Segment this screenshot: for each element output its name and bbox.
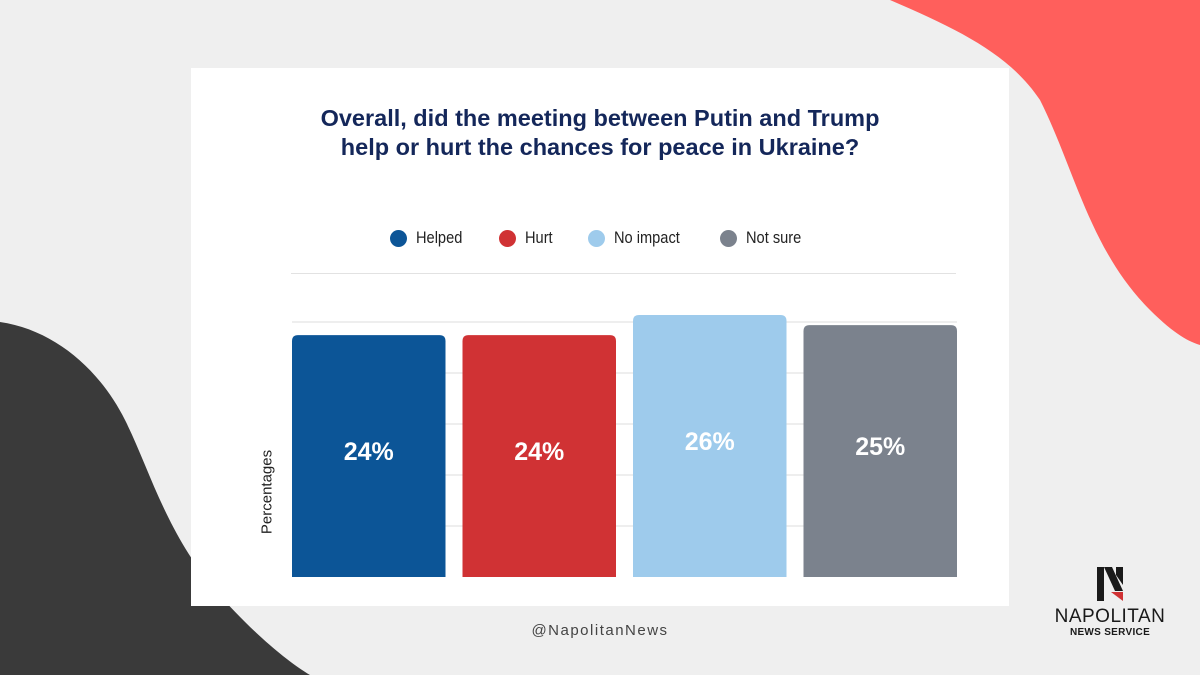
legend-label: Hurt	[525, 228, 554, 247]
data-label: 24%	[344, 438, 394, 466]
legend-swatch	[499, 229, 517, 247]
data-label: 26%	[685, 428, 735, 456]
brand-subtitle: NEWS SERVICE	[1069, 627, 1151, 638]
bar-helped	[292, 335, 446, 577]
legend-item-hurt: Hurt	[499, 228, 557, 248]
social-handle: @NapolitanNews	[531, 622, 669, 639]
chart-title-line-2: help or hurt the chances for peace in Uk…	[340, 134, 860, 160]
legend-swatch	[587, 229, 605, 247]
bar-hurt	[462, 335, 616, 577]
coral-blob	[890, 0, 1200, 345]
bar-not-sure	[803, 325, 957, 577]
legend-label: No impact	[613, 228, 680, 247]
legend-item-no-impact: No impact	[587, 228, 691, 248]
data-label: 25%	[855, 433, 905, 461]
legend-swatch	[389, 229, 407, 247]
brand-logo: NAPOLITAN NEWS SERVICE	[1040, 565, 1180, 655]
legend-item-not-sure: Not sure	[720, 228, 810, 248]
bar-plot: 24% 24% 26% 25%	[292, 315, 957, 577]
chart-title: Overall, did the meeting between Putin a…	[191, 104, 1009, 162]
legend-item-helped: Helped	[389, 228, 470, 248]
legend-label: Helped	[415, 228, 462, 247]
data-label: 24%	[514, 438, 564, 466]
charcoal-blob	[0, 322, 310, 675]
legend-swatch	[720, 229, 738, 247]
chart-card: Overall, did the meeting between Putin a…	[191, 68, 1009, 606]
legend-divider	[291, 273, 956, 274]
napolitan-n-logo-icon	[1097, 567, 1123, 601]
y-axis-label-text: Percentages	[258, 449, 276, 535]
chart-title-line-1: Overall, did the meeting between Putin a…	[320, 105, 880, 131]
legend-label: Not sure	[746, 228, 802, 247]
chart-legend: Helped Hurt No impact Not sure	[191, 228, 1009, 248]
bar-no-impact	[633, 315, 787, 577]
brand-name: NAPOLITAN	[1054, 606, 1166, 627]
